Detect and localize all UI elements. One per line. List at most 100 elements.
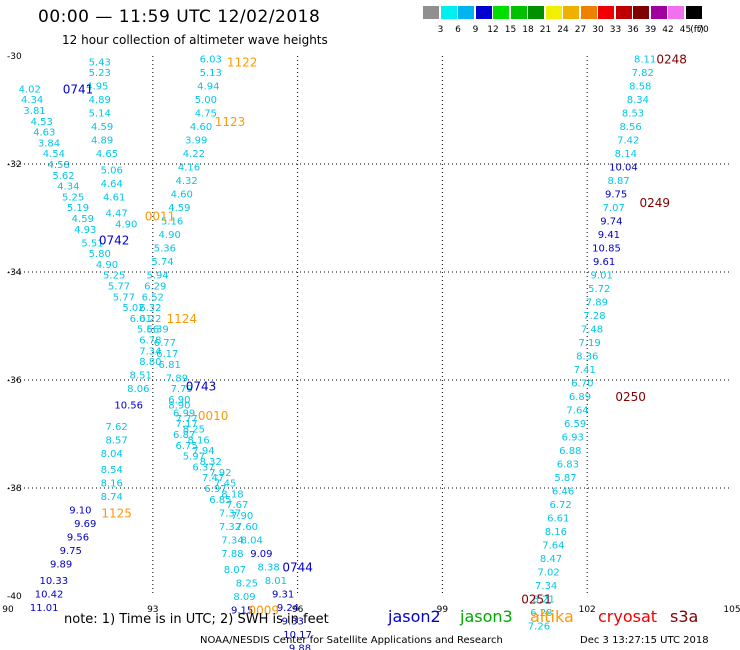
wave-height-point: 4.65: [96, 149, 118, 160]
scale-tick-label: 21: [539, 25, 552, 35]
wave-height-point: 8.56: [620, 122, 642, 133]
scale-tick-label: 33: [609, 25, 622, 35]
wave-height-point: 9.41: [598, 230, 620, 241]
wave-height-point: 5.87: [554, 473, 576, 484]
y-tick-label: -30: [7, 52, 22, 62]
wave-height-point: 9.31: [272, 589, 294, 600]
wave-height-point: 5.94: [146, 271, 168, 282]
wave-height-point: 10.42: [35, 589, 64, 600]
wave-height-point: 4.59: [91, 122, 113, 133]
pass-time-label: 0250: [615, 390, 646, 404]
wave-height-point: 8.36: [576, 352, 598, 363]
wave-height-point: 4.90: [96, 260, 118, 271]
wave-height-point: 9.24: [277, 603, 299, 614]
wave-height-point: 7.67: [226, 500, 248, 511]
wave-height-point: 7.48: [581, 325, 603, 336]
credit-line: NOAA/NESDIS Center for Satellite Applica…: [200, 635, 503, 646]
wave-height-point: 7.64: [566, 406, 588, 417]
wave-height-point: 10.33: [40, 576, 69, 587]
wave-height-point: 7.62: [105, 422, 127, 433]
wave-height-point: 9.01: [591, 271, 613, 282]
wave-height-point: 6.32: [139, 303, 161, 314]
y-tick-label: -38: [7, 484, 22, 494]
wave-height-point: 6.01: [130, 314, 152, 325]
wave-height-point: 8.16: [101, 479, 123, 490]
wave-height-point: 5.00: [195, 95, 217, 106]
pass-time-label: 0251: [521, 593, 552, 607]
wave-height-point: 6.89: [569, 392, 591, 403]
legend-cryosat: cryosat: [598, 607, 658, 626]
scale-swatch: [440, 6, 457, 19]
wave-height-point: 6.77: [154, 338, 176, 349]
pass-time-label: 0249: [639, 196, 670, 210]
wave-height-point: 6.70: [571, 379, 593, 390]
y-tick-label: -32: [7, 160, 22, 170]
legend-altika: altika: [530, 607, 574, 626]
wave-height-point: 8.58: [629, 82, 651, 93]
wave-height-point: 7.34: [535, 581, 557, 592]
scale-tick-label: 18: [522, 25, 534, 35]
wave-height-point: 5.06: [101, 165, 123, 176]
wave-height-point: 5.25: [103, 271, 125, 282]
scale-tick-label: 30: [592, 25, 604, 35]
wave-height-point: 9.33: [282, 616, 304, 627]
wave-height-point: 5.14: [89, 109, 111, 120]
scale-swatch: [598, 6, 614, 19]
pass-time-label: 1122: [227, 55, 258, 69]
wave-height-point: 9.09: [250, 549, 272, 560]
wave-height-point: 6.37: [192, 462, 214, 473]
wave-height-point: 7.60: [236, 522, 258, 533]
scale-swatch: [493, 6, 509, 19]
wave-height-point: 8.57: [105, 435, 127, 446]
x-tick-label: 99: [437, 605, 449, 615]
wave-height-point: 10.04: [609, 163, 638, 174]
wave-height-point: 7.34: [139, 346, 161, 357]
pass-time-label: 0742: [99, 234, 130, 248]
wave-height-point: 9.15: [231, 606, 253, 617]
wave-height-point: 7.02: [537, 568, 559, 579]
wave-height-point: 5.36: [154, 244, 176, 255]
scale-tick-label: 3: [437, 25, 444, 35]
scale-swatch: [685, 6, 702, 19]
wave-height-point: 8.51: [130, 371, 152, 382]
wave-height-point: 8.87: [607, 176, 629, 187]
pass-time-label: 1124: [166, 312, 197, 326]
wave-height-point: 9.88: [289, 643, 311, 650]
wave-height-point: 8.54: [101, 465, 123, 476]
wave-height-point: 6.39: [146, 325, 168, 336]
wave-height-point: 4.16: [178, 163, 200, 174]
wave-height-point: 4.89: [91, 136, 113, 147]
wave-height-point: 8.06: [127, 384, 149, 395]
pass-time-label: 0743: [186, 379, 217, 393]
wave-height-point: 6.93: [562, 433, 584, 444]
scale-swatch: [563, 6, 579, 19]
wave-height-point: 9.75: [60, 546, 82, 557]
scale-tick-label: 45: [679, 25, 692, 35]
scale-swatch: [545, 6, 562, 19]
pass-time-label: 1123: [215, 115, 246, 129]
scale-swatch: [475, 6, 492, 19]
wave-height-point: 4.90: [115, 219, 137, 230]
wave-height-point: 8.38: [258, 562, 280, 573]
wave-height-point: 11.01: [30, 603, 59, 614]
scale-swatch: [423, 6, 439, 19]
wave-height-point: 7.28: [583, 311, 605, 322]
wave-height-point: 6.78: [139, 336, 161, 347]
wave-height-point: 5.80: [89, 249, 111, 260]
wave-height-point: 6.59: [564, 419, 586, 430]
wave-height-point: 5.13: [200, 68, 222, 79]
wave-height-point: 4.34: [57, 182, 79, 193]
wave-height-point: 10.56: [114, 400, 143, 411]
legend-jason2: jason2: [388, 607, 441, 626]
wave-height-point: 7.47: [202, 473, 224, 484]
wave-height-point: 4.58: [48, 160, 70, 171]
y-tick-label: -40: [7, 592, 22, 602]
scale-tick-label: 9: [472, 25, 479, 35]
wave-height-point: 6.75: [175, 441, 197, 452]
wave-height-point: 8.16: [545, 527, 567, 538]
wave-height-point: 6.28: [530, 608, 552, 619]
wave-height-point: 6.85: [209, 495, 231, 506]
wave-height-point: 5.74: [151, 257, 173, 268]
wave-height-point: 5.02: [122, 303, 144, 314]
